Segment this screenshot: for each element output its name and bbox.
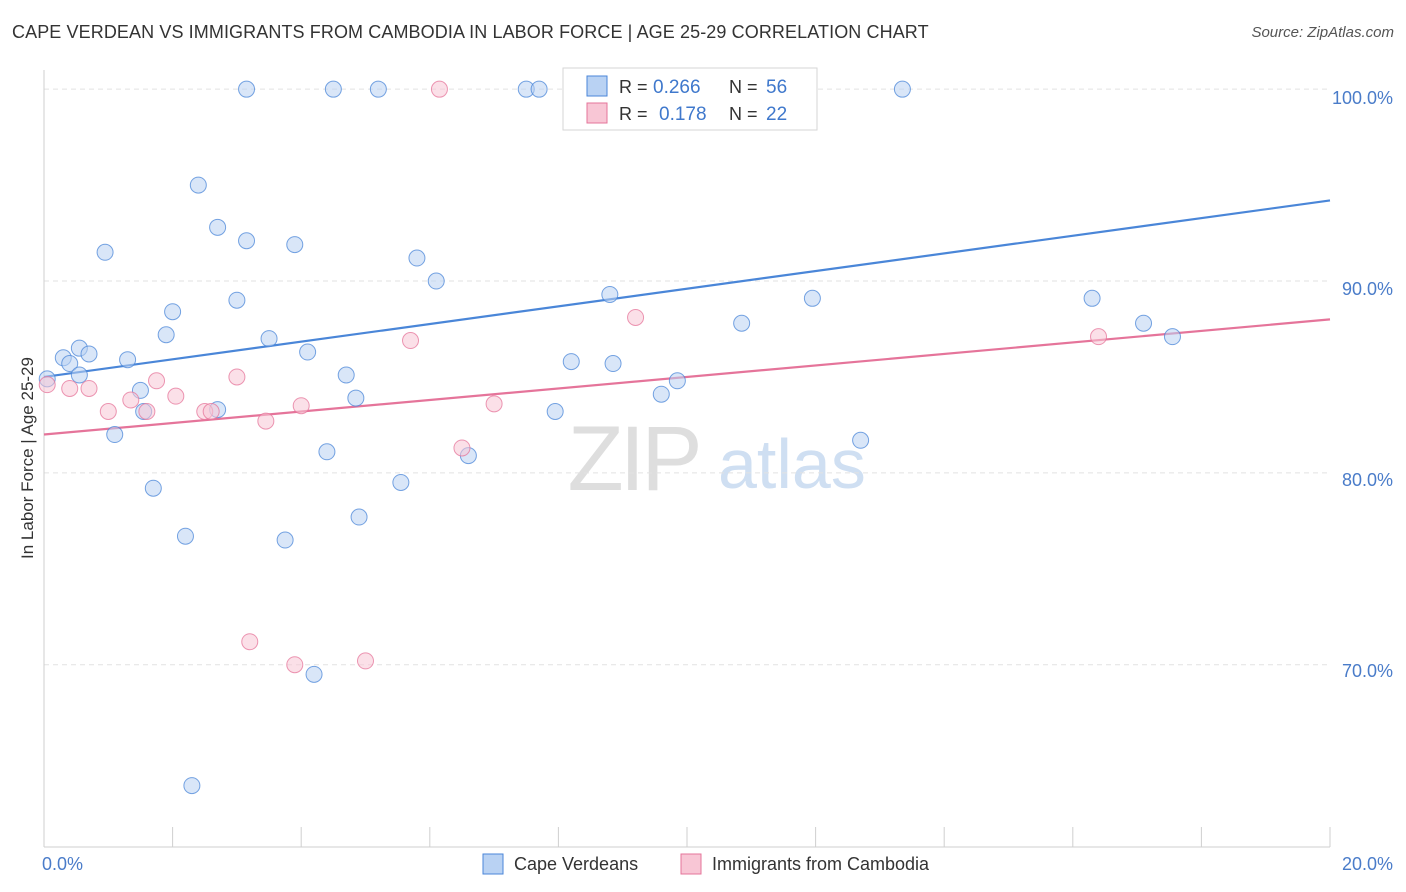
point-cape-verdeans [350,508,368,526]
point-cambodia [627,308,645,326]
watermark-zip: ZIP [567,408,698,510]
point-cape-verdeans [80,345,98,363]
legend-swatch-cape-verdeans[interactable] [482,853,504,875]
point-cambodia [202,402,220,420]
point-cape-verdeans [176,527,194,545]
point-cape-verdeans [164,303,182,321]
point-cambodia [228,368,246,386]
stats-legend: R = 0.266 N = 56 R = 0.178 N = 22 [562,67,818,131]
point-cambodia [453,439,471,457]
point-cape-verdeans [852,431,870,449]
point-cape-verdeans [299,343,317,361]
stats-legend-swatch-pink [586,102,608,124]
point-cape-verdeans [427,272,445,290]
stats-r-label-2: R = [619,104,648,124]
stats-n-label-1: N = [729,77,758,97]
point-cape-verdeans [369,80,387,98]
point-cape-verdeans [1083,289,1101,307]
point-cape-verdeans [305,665,323,683]
point-cambodia [99,402,117,420]
y-tick-label-90: 90.0% [1342,279,1393,299]
point-cape-verdeans [96,243,114,261]
point-cambodia [485,395,503,413]
watermark-atlas: atlas [718,425,866,503]
stats-n-value-1: 56 [766,77,787,98]
point-cambodia [286,656,304,674]
stats-r-value-2: 0.178 [659,104,707,125]
point-cambodia [138,402,156,420]
stats-legend-swatch-blue [586,75,608,97]
point-cambodia [241,633,259,651]
x-tick-label-max: 20.0% [1342,854,1393,874]
y-tick-label-70: 70.0% [1342,661,1393,681]
point-cambodia [167,387,185,405]
point-cape-verdeans [209,218,227,236]
point-cape-verdeans [652,385,670,403]
point-cape-verdeans [562,353,580,371]
point-cape-verdeans [530,80,548,98]
point-cape-verdeans [604,355,622,373]
y-tick-label-100: 100.0% [1332,88,1393,108]
stats-n-label-2: N = [729,104,758,124]
legend-label-cape-verdeans[interactable]: Cape Verdeans [514,854,638,874]
point-cape-verdeans [238,80,256,98]
point-cambodia [61,379,79,397]
point-cape-verdeans [803,289,821,307]
point-cape-verdeans [144,479,162,497]
point-cape-verdeans [893,80,911,98]
point-cape-verdeans [260,330,278,348]
point-cape-verdeans [668,372,686,390]
point-cambodia [1090,328,1108,346]
stats-r-value-1: 0.266 [653,77,701,98]
point-cape-verdeans [183,777,201,795]
point-cape-verdeans [318,443,336,461]
point-cape-verdeans [337,366,355,384]
trend-line-cape-verdeans [43,199,1331,379]
x-tick-label-min: 0.0% [42,854,83,874]
point-cape-verdeans [276,531,294,549]
point-cape-verdeans [546,402,564,420]
point-cape-verdeans [324,80,342,98]
point-cambodia [122,391,140,409]
point-cape-verdeans [347,389,365,407]
point-cape-verdeans [238,232,256,250]
point-cape-verdeans [733,314,751,332]
y-tick-label-80: 80.0% [1342,470,1393,490]
trend-layer [43,199,1331,436]
point-cape-verdeans [189,176,207,194]
point-cambodia [38,376,56,394]
point-cambodia [148,372,166,390]
point-cape-verdeans [228,291,246,309]
point-cape-verdeans [392,473,410,491]
point-cape-verdeans [61,355,79,373]
stats-r-label-1: R = [619,77,648,97]
point-cambodia [257,412,275,430]
point-cape-verdeans [601,285,619,303]
points-layer [38,80,1181,795]
point-cape-verdeans [157,326,175,344]
series-legend: Cape Verdeans Immigrants from Cambodia [482,853,930,875]
point-cape-verdeans [70,366,88,384]
point-cape-verdeans [1163,328,1181,346]
y-axis-label: In Labor Force | Age 25-29 [18,357,37,559]
point-cambodia [292,397,310,415]
point-cambodia [357,652,374,670]
point-cambodia [430,80,448,98]
point-cape-verdeans [408,249,426,267]
point-cape-verdeans [286,236,304,254]
point-cape-verdeans [119,351,137,369]
trend-line-cambodia [43,318,1331,436]
stats-n-value-2: 22 [766,104,787,125]
legend-label-cambodia[interactable]: Immigrants from Cambodia [712,854,930,874]
chart-source: Source: ZipAtlas.com [1251,24,1394,41]
point-cape-verdeans [106,426,124,444]
point-cape-verdeans [1135,314,1153,332]
axis-layer [43,70,1331,848]
point-cambodia [402,332,420,350]
chart-title: CAPE VERDEAN VS IMMIGRANTS FROM CAMBODIA… [12,22,929,42]
point-cambodia [80,379,98,397]
legend-swatch-cambodia[interactable] [680,853,702,875]
